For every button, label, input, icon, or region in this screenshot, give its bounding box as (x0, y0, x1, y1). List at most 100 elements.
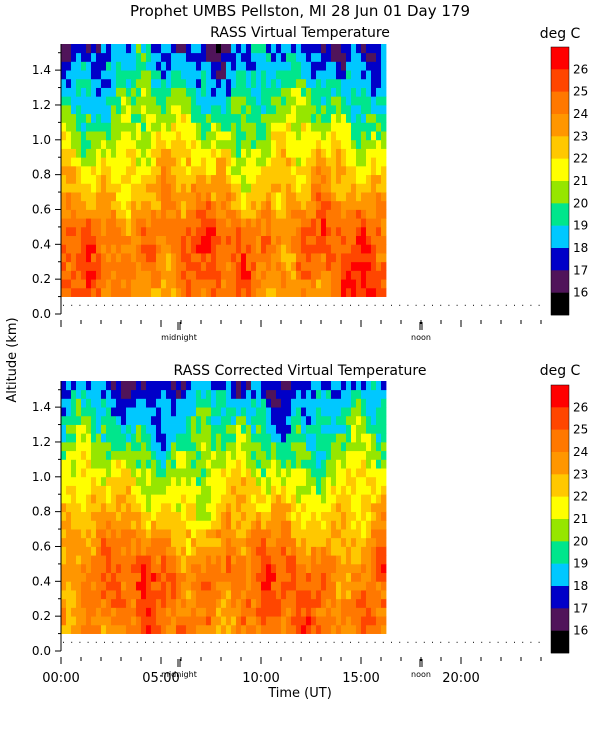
heatmap-cell (366, 174, 372, 184)
heatmap-cell (261, 398, 267, 408)
heatmap-cell (61, 131, 67, 141)
heatmap-cell (286, 270, 292, 280)
heatmap-cell (196, 174, 202, 184)
heatmap-cell (356, 200, 362, 210)
heatmap-cell (136, 287, 142, 297)
heatmap-cell (61, 61, 67, 71)
heatmap-cell (326, 287, 332, 297)
heatmap-cell (96, 381, 102, 391)
heatmap-cell (246, 261, 252, 271)
heatmap-cell (256, 381, 262, 391)
ground-dot (538, 304, 540, 306)
heatmap-cell (226, 450, 232, 460)
heatmap-cell (171, 572, 177, 582)
heatmap-cell (221, 502, 227, 513)
heatmap-cell (351, 476, 357, 486)
ground-dot (489, 304, 491, 306)
heatmap-cell (221, 598, 227, 608)
heatmap-cell (241, 52, 247, 62)
heatmap-cell (311, 502, 317, 513)
heatmap-cell (176, 381, 182, 391)
heatmap-cell (181, 555, 187, 565)
heatmap-cell (186, 502, 192, 513)
heatmap-cell (211, 44, 217, 54)
heatmap-cell (286, 261, 292, 271)
heatmap-cell (81, 424, 87, 434)
heatmap-cell (71, 511, 77, 521)
heatmap-cell (106, 424, 112, 434)
heatmap-cell (201, 104, 207, 115)
heatmap-cell (196, 52, 202, 62)
heatmap-cell (156, 244, 162, 254)
heatmap-cell (86, 415, 92, 425)
heatmap-cell (326, 494, 332, 504)
heatmap-cell (66, 78, 72, 88)
heatmap-cell (211, 139, 217, 149)
heatmap-cell (96, 122, 102, 132)
heatmap-cell (71, 157, 77, 167)
heatmap-cell (196, 520, 202, 530)
heatmap-cell (191, 287, 197, 297)
heatmap-cell (96, 494, 102, 504)
heatmap-cell (206, 433, 212, 443)
heatmap-cell (111, 511, 117, 521)
heatmap-cell (156, 389, 162, 399)
heatmap-cell (126, 607, 132, 617)
heatmap-cell (336, 563, 342, 574)
heatmap-cell (96, 415, 102, 425)
heatmap-cell (186, 415, 192, 425)
y-tick-label: 1.2 (32, 435, 51, 449)
heatmap-cell (116, 70, 122, 80)
ground-dot (284, 641, 286, 643)
heatmap-cell (316, 270, 322, 280)
heatmap-cell (351, 157, 357, 167)
heatmap-cell (266, 253, 272, 263)
heatmap-cell (376, 96, 382, 106)
heatmap-cell (116, 96, 122, 106)
heatmap-cell (216, 441, 222, 452)
heatmap-cell (61, 104, 67, 115)
heatmap-cell (286, 61, 292, 71)
heatmap-cell (361, 398, 367, 408)
heatmap-cell (111, 441, 117, 452)
heatmap-cell (246, 122, 252, 132)
heatmap-cell (186, 607, 192, 617)
heatmap-cell (356, 624, 362, 634)
heatmap-cell (101, 235, 107, 245)
heatmap-cell (336, 244, 342, 254)
heatmap-cell (271, 253, 277, 263)
heatmap-cell (126, 381, 132, 391)
heatmap-cell (361, 226, 367, 237)
heatmap-cell (191, 468, 197, 478)
heatmap-cell (246, 624, 252, 634)
heatmap-cell (131, 598, 137, 608)
heatmap-cell (186, 572, 192, 582)
heatmap-cell (291, 174, 297, 184)
heatmap-cell (266, 113, 272, 123)
heatmap-cell (141, 209, 147, 219)
colorbar-swatch (551, 270, 569, 293)
heatmap-cell (116, 139, 122, 149)
heatmap-cell (271, 563, 277, 574)
heatmap-cell (181, 44, 187, 54)
heatmap-cell (76, 131, 82, 141)
heatmap-cell (251, 174, 257, 184)
heatmap-cell (71, 529, 77, 539)
heatmap-cell (236, 502, 242, 513)
heatmap-cell (201, 590, 207, 600)
heatmap-cell (281, 502, 287, 513)
heatmap-cell (276, 226, 282, 237)
heatmap-cell (101, 96, 107, 106)
heatmap-cell (146, 529, 152, 539)
heatmap-cell (311, 398, 317, 408)
heatmap-cell (116, 590, 122, 600)
ground-dot (489, 641, 491, 643)
heatmap-cell (281, 104, 287, 115)
heatmap-cell (136, 389, 142, 399)
heatmap-cell (226, 131, 232, 141)
heatmap-cell (266, 624, 272, 634)
ground-dot (473, 641, 474, 643)
heatmap-cell (366, 415, 372, 425)
heatmap-cell (236, 104, 242, 115)
heatmap-cell (191, 598, 197, 608)
